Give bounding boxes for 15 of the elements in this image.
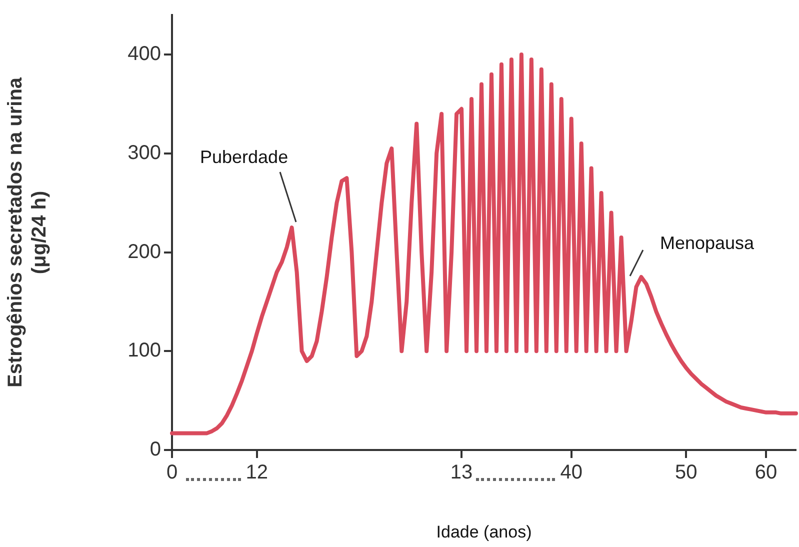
y-tick-label: 0	[150, 438, 161, 461]
x-tick-label: 13	[450, 462, 473, 484]
y-tick-label: 100	[128, 340, 161, 362]
x-tick-label: 50	[675, 462, 698, 484]
y-axis-title: Estrogênios secretados na urina (μg/24 h)	[4, 76, 51, 388]
y-tick-label: 400	[128, 43, 161, 66]
x-tick-label: 40	[560, 462, 582, 484]
x-tick-label: 60	[754, 462, 778, 484]
x-axis-title: Idade (anos)	[436, 522, 532, 542]
x-tick-label: 0	[166, 462, 178, 484]
y-tick-label: 300	[128, 142, 161, 164]
annotation: Puberdade	[200, 146, 288, 167]
annotation: Menopausa	[660, 232, 756, 253]
x-tick-label: 12	[246, 462, 268, 484]
y-tick-label: 200	[128, 240, 161, 263]
